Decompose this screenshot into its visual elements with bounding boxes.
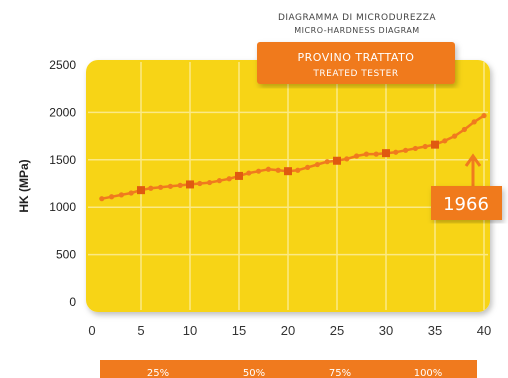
series-group (99, 113, 487, 202)
data-point (344, 156, 350, 162)
data-point (128, 190, 134, 196)
data-point (324, 159, 330, 165)
x-tick-label: 15 (232, 323, 246, 338)
data-point-marker (431, 140, 439, 149)
data-point (461, 126, 467, 133)
bottom-bar-label: 25% (147, 368, 169, 378)
bottom-bar-labels: 25% 50% 75% 100% (147, 368, 442, 378)
y-axis-label: HK (MPa) (17, 159, 31, 212)
y-tick-label: 2000 (49, 105, 76, 119)
data-point (422, 143, 428, 150)
series-line (101, 114, 485, 200)
header-title-en: MICRO-HARDNESS DIAGRAM (294, 26, 419, 35)
callout-value: 1966 (443, 194, 489, 215)
bottom-bar (100, 360, 477, 378)
data-point (363, 151, 369, 157)
data-point (197, 180, 203, 187)
y-tick-label: 1500 (49, 153, 76, 167)
y-tick-label: 1000 (49, 200, 76, 214)
data-point (403, 147, 409, 153)
data-point-marker (284, 167, 292, 176)
data-point (256, 168, 262, 174)
data-point (354, 153, 360, 159)
x-tick-labels: 0 5 10 15 20 25 30 35 40 (88, 323, 491, 338)
data-point (481, 113, 487, 119)
callout-box (431, 186, 502, 220)
y-tick-label: 500 (56, 248, 76, 262)
x-tick-label: 5 (137, 323, 144, 338)
data-point (305, 164, 311, 170)
data-point (216, 178, 222, 184)
x-tick-label: 30 (379, 323, 393, 338)
bottom-bar-label: 100% (414, 368, 443, 378)
data-point-marker (235, 171, 243, 180)
data-point (393, 149, 399, 155)
x-tick-label: 40 (477, 323, 491, 338)
data-point (373, 151, 379, 157)
data-point (99, 196, 105, 202)
header-title-it: DIAGRAMMA DI MICRODUREZZA (278, 13, 436, 23)
badge-line1: PROVINO TRATTATO (298, 51, 415, 64)
bottom-bar-label: 50% (243, 368, 265, 378)
x-tick-label: 20 (281, 323, 295, 338)
data-point (265, 166, 271, 172)
callout-arrow (464, 153, 482, 186)
data-point (452, 133, 458, 139)
data-point-marker (333, 156, 341, 165)
data-point-marker (186, 180, 194, 189)
data-point (148, 185, 154, 191)
data-point-marker (137, 186, 145, 195)
data-point (109, 194, 115, 200)
badge-box (257, 42, 455, 84)
data-point (167, 183, 173, 189)
grid-lines (88, 62, 488, 310)
data-point (471, 119, 477, 125)
badge-line2: TREATED TESTER (312, 69, 398, 79)
y-tick-labels: 0 500 1000 1500 2000 2500 (49, 58, 76, 309)
data-point (295, 167, 301, 173)
data-point (412, 145, 418, 152)
y-tick-label: 0 (69, 295, 76, 309)
data-point (275, 167, 281, 173)
data-point (246, 170, 252, 176)
data-point (207, 179, 213, 186)
data-point (226, 176, 232, 182)
data-point (442, 138, 448, 144)
y-tick-label: 2500 (49, 58, 76, 72)
x-tick-label: 0 (88, 323, 95, 338)
data-point (177, 182, 183, 188)
data-point (158, 184, 164, 190)
data-point (314, 161, 320, 168)
bottom-bar-label: 75% (329, 368, 351, 378)
x-tick-label: 10 (183, 323, 197, 338)
x-tick-label: 35 (428, 323, 442, 338)
x-tick-label: 25 (330, 323, 344, 338)
data-point-marker (382, 149, 390, 158)
data-point (118, 192, 124, 198)
